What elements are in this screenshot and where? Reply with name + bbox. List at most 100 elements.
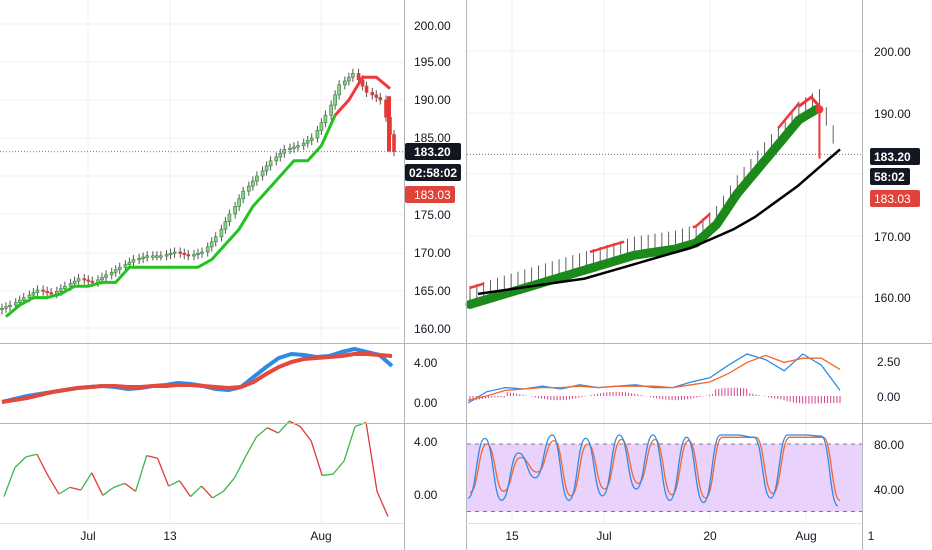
candle [127, 261, 132, 265]
osc-segment [36, 453, 49, 476]
candle [0, 307, 4, 311]
osc-segment [58, 486, 71, 495]
signal-line [467, 354, 841, 401]
candle [82, 278, 87, 281]
candle [104, 274, 108, 278]
candle [343, 80, 347, 86]
labels-layer: 200.00 195.00 190.00 185.00 175.00 170.0… [80, 19, 920, 543]
candle [255, 175, 259, 182]
candle [86, 279, 91, 282]
right-trail-price-label-bg [870, 190, 920, 207]
candle [4, 306, 8, 309]
candle [141, 256, 145, 259]
last-candle [818, 112, 821, 159]
trail-line-up [5, 114, 337, 318]
trail-line-down [333, 75, 391, 117]
candle [186, 254, 191, 257]
candle [117, 266, 122, 271]
stoch-d-line [469, 436, 841, 501]
candle [13, 302, 18, 306]
osc-segment [135, 455, 148, 492]
candle [282, 149, 287, 154]
candle [378, 97, 383, 101]
candle [159, 255, 163, 258]
right-price-tick: 160.00 [874, 291, 911, 305]
data-layer [0, 68, 841, 517]
candle [27, 294, 32, 298]
candle [59, 288, 63, 292]
osc-segment [376, 491, 389, 517]
osc-segment [222, 477, 235, 492]
candle [178, 251, 183, 254]
osc-segment [14, 456, 27, 468]
osc-segment [277, 420, 290, 434]
candle [63, 285, 67, 290]
osc-segment [80, 472, 93, 491]
right-time-label: 1 [868, 529, 875, 543]
candle [337, 84, 341, 96]
osc-segment [255, 427, 268, 438]
candle [68, 283, 73, 287]
candle [113, 269, 118, 273]
candle [374, 94, 379, 98]
right-countdown-label-bg [870, 168, 910, 185]
left-price-tick: 175.00 [414, 208, 451, 222]
osc-segment [25, 453, 38, 458]
countdown-label-bg [405, 164, 461, 181]
red-trail-seg [797, 95, 821, 108]
osc-segment [124, 482, 137, 492]
candle [247, 185, 251, 192]
candle [172, 251, 177, 254]
osc-segment [102, 486, 115, 496]
right-price-tick: 200.00 [874, 45, 911, 59]
candle [347, 76, 351, 82]
last-price-label: 183.20 [414, 145, 451, 159]
left-price-tick: 185.00 [414, 131, 451, 145]
candle [100, 277, 104, 281]
candle [131, 259, 136, 263]
red-trail-seg [777, 102, 800, 129]
candle [264, 165, 269, 172]
candle [241, 190, 245, 200]
osc-segment [146, 454, 158, 459]
candle [260, 170, 265, 177]
osc-segment [310, 440, 323, 476]
last-candle [387, 96, 391, 152]
right-time-label: Aug [795, 529, 816, 543]
candle [351, 73, 355, 78]
candle [17, 299, 22, 303]
right-last-price-label-bg [870, 148, 920, 165]
osc-segment [343, 426, 356, 462]
red-dot [815, 105, 824, 114]
left-time-label: Aug [310, 529, 331, 543]
candle [168, 252, 173, 256]
candle [164, 254, 169, 257]
osc-segment [179, 480, 192, 498]
osc-segment [201, 485, 213, 499]
osc-segment [113, 482, 125, 488]
right-macd-tick: 0.00 [877, 390, 901, 404]
candle [333, 94, 337, 106]
candle [45, 290, 49, 294]
left-price-tick: 170.00 [414, 246, 451, 260]
right-stoch-tick: 40.00 [874, 483, 904, 497]
candle [209, 241, 214, 248]
osc-segment [244, 436, 257, 458]
candle [205, 246, 210, 253]
candle [219, 228, 224, 238]
osc-segment [332, 460, 345, 475]
candle [315, 130, 320, 139]
candle [41, 289, 45, 292]
candle [268, 160, 273, 167]
candle [356, 73, 361, 81]
osc-segment [3, 467, 16, 497]
left-ind2-tick: 0.00 [414, 488, 438, 502]
candle [182, 252, 187, 256]
left-ind2-tick: 4.00 [414, 435, 438, 449]
osc-segment [91, 472, 104, 496]
candle [49, 292, 53, 295]
right-price-tick: 190.00 [874, 107, 911, 121]
osc-segment [322, 473, 334, 477]
